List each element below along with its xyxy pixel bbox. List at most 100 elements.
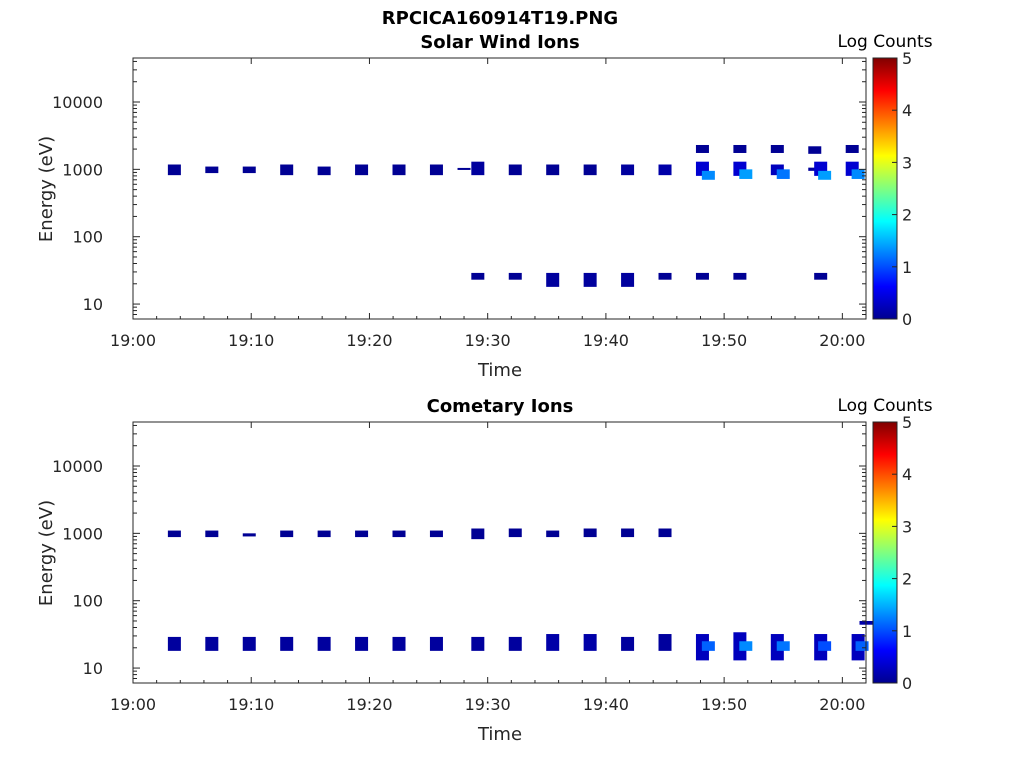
- heatmap-cell: [701, 641, 715, 651]
- plot-frame: [132, 421, 867, 684]
- x-tick-label: 19:20: [346, 331, 392, 350]
- heatmap-cell: [583, 164, 597, 176]
- x-tick-label: 20:00: [819, 695, 865, 714]
- heatmap-cell: [658, 164, 672, 176]
- heatmap-cell: [167, 164, 181, 176]
- heatmap-cell: [733, 272, 747, 280]
- heatmap-cells: [167, 528, 873, 661]
- heatmap-cell: [508, 636, 522, 651]
- colorbar-tick-label: 4: [902, 101, 912, 120]
- y-tick-label: 1000: [62, 160, 103, 179]
- heatmap-cell: [658, 528, 672, 538]
- colorbar-tick-label: 4: [902, 465, 912, 484]
- x-tick-label: 20:00: [819, 331, 865, 350]
- y-tick-label: 10000: [52, 457, 103, 476]
- heatmap-cell: [658, 272, 672, 280]
- x-tick-label: 19:40: [583, 331, 629, 350]
- panel-solar-wind-ions: Solar Wind Ions 19:00 19:10 19:20 19:30 19:4…: [36, 32, 933, 381]
- heatmap-cell: [280, 530, 294, 538]
- heatmap-cell: [392, 164, 406, 176]
- heatmap-cell: [739, 641, 753, 651]
- heatmap-cell: [770, 144, 784, 153]
- y-tick-label: 1000: [62, 524, 103, 543]
- heatmap-cell: [818, 170, 832, 180]
- heatmap-cell: [471, 528, 485, 540]
- heatmap-cell: [621, 272, 635, 287]
- x-tick-label: 19:30: [465, 331, 511, 350]
- y-tick-label: 10000: [52, 93, 103, 112]
- heatmap-cell: [392, 530, 406, 538]
- colorbar: [872, 57, 898, 320]
- colorbar-tick-label: 1: [902, 622, 912, 641]
- y-ticks: 10 100 1000 10000: [52, 424, 866, 684]
- heatmap-cell: [317, 530, 331, 538]
- colorbar-tick-label: 0: [902, 674, 912, 693]
- heatmap-cell: [583, 528, 597, 538]
- heatmap-cell: [701, 170, 715, 180]
- heatmap-cell: [508, 272, 522, 280]
- heatmap-cell: [776, 641, 790, 651]
- heatmap-cell: [818, 641, 832, 651]
- heatmap-cell: [205, 166, 219, 174]
- colorbar-ticks: 0 1 2 3 4 5: [892, 413, 912, 693]
- heatmap-cell: [776, 169, 790, 179]
- x-ticks: 19:00 19:10 19:20 19:30 19:40 19:50 20:00: [110, 422, 867, 714]
- heatmap-cell: [280, 636, 294, 651]
- heatmap-cell: [280, 164, 294, 176]
- heatmap-cell: [317, 636, 331, 651]
- panel-cometary-ions: Cometary Ions 19:00 19:10 19:20 19:30 19:40 1…: [36, 396, 933, 745]
- plot-frame: [132, 57, 867, 320]
- y-axis-label: Energy (eV): [36, 136, 57, 242]
- colorbar-label: Log Counts: [837, 396, 932, 416]
- heatmap-cell: [205, 530, 219, 538]
- y-tick-label: 100: [72, 228, 103, 247]
- heatmap-cell: [845, 144, 859, 153]
- x-tick-label: 19:00: [110, 695, 156, 714]
- heatmap-cell: [695, 272, 709, 280]
- heatmap-cells: [167, 144, 865, 287]
- x-tick-label: 19:00: [110, 331, 156, 350]
- colorbar-tick-label: 2: [902, 570, 912, 589]
- y-axis-label: Energy (eV): [36, 500, 57, 606]
- x-tick-label: 19:20: [346, 695, 392, 714]
- colorbar: [872, 421, 898, 684]
- heatmap-cell: [471, 272, 485, 280]
- heatmap-cell: [695, 144, 709, 153]
- heatmap-cell: [808, 146, 822, 154]
- heatmap-cell: [546, 530, 560, 538]
- heatmap-cell: [355, 636, 369, 651]
- heatmap-cell: [167, 636, 181, 651]
- heatmap-cell: [242, 533, 256, 537]
- colorbar-tick-label: 3: [902, 153, 912, 172]
- heatmap-cell: [429, 530, 443, 538]
- colorbar-tick-label: 5: [902, 49, 912, 68]
- heatmap-cell: [317, 166, 331, 176]
- heatmap-cell: [583, 634, 597, 651]
- colorbar-ticks: 0 1 2 3 4 5: [892, 49, 912, 329]
- heatmap-cell: [546, 164, 560, 176]
- colorbar-label: Log Counts: [837, 32, 932, 52]
- panel-title: Solar Wind Ions: [420, 32, 579, 53]
- heatmap-cell: [658, 634, 672, 651]
- heatmap-cell: [583, 272, 597, 287]
- x-tick-label: 19:50: [701, 331, 747, 350]
- x-tick-label: 19:10: [228, 331, 274, 350]
- colorbar-tick-label: 5: [902, 413, 912, 432]
- heatmap-cell: [242, 166, 256, 174]
- figure-title: RPCICA160914T19.PNG: [382, 8, 618, 29]
- heatmap-cell: [429, 636, 443, 651]
- colorbar-tick-label: 2: [902, 206, 912, 225]
- colorbar-tick-label: 3: [902, 517, 912, 536]
- x-ticks: 19:00 19:10 19:20 19:30 19:40 19:50 20:00: [110, 58, 867, 350]
- heatmap-cell: [508, 528, 522, 538]
- heatmap-cell: [733, 144, 747, 153]
- heatmap-cell: [621, 164, 635, 176]
- heatmap-cell: [851, 169, 865, 179]
- y-tick-label: 10: [83, 295, 103, 314]
- colorbar-tick-label: 0: [902, 310, 912, 329]
- y-tick-label: 10: [83, 659, 103, 678]
- heatmap-cell: [739, 169, 753, 179]
- heatmap-cell: [355, 530, 369, 538]
- heatmap-cell: [167, 530, 181, 538]
- heatmap-cell: [621, 636, 635, 651]
